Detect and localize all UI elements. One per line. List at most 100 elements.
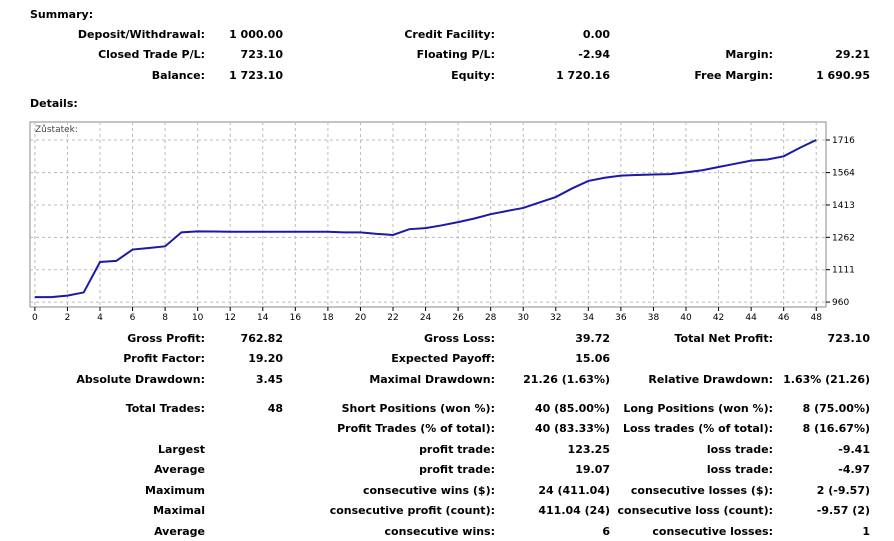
balance-line	[34, 139, 817, 299]
label: profit trade:	[419, 443, 495, 456]
label: Floating P/L:	[416, 48, 495, 61]
label: Expected Payoff:	[391, 352, 495, 365]
label: consecutive losses ($):	[630, 484, 773, 497]
x-tick-label: 20	[355, 313, 367, 323]
label: Loss trades (% of total):	[622, 422, 773, 435]
value: 8 (16.67%)	[802, 422, 870, 435]
label: Average	[154, 463, 205, 476]
value: 3.45	[255, 373, 283, 386]
value: 48	[267, 402, 283, 415]
value: 2 (-9.57)	[816, 484, 870, 497]
value: 24 (411.04)	[538, 484, 610, 497]
x-tick-label: 46	[778, 313, 790, 323]
x-tick-label: 18	[322, 313, 334, 323]
label: Free Margin:	[694, 69, 773, 82]
label: Credit Facility:	[404, 28, 495, 41]
label: Gross Loss:	[424, 332, 495, 345]
label: Absolute Drawdown:	[76, 373, 205, 386]
x-tick-label: 6	[130, 313, 136, 323]
x-tick-label: 38	[648, 313, 660, 323]
value: 21.26 (1.63%)	[523, 373, 610, 386]
value: 29.21	[835, 48, 870, 61]
value: -9.57 (2)	[816, 504, 870, 517]
label: loss trade:	[706, 443, 773, 456]
x-tick-label: 40	[680, 313, 692, 323]
label: consecutive wins:	[384, 525, 495, 538]
value: 1 723.10	[229, 69, 283, 82]
x-tick-label: 2	[65, 313, 71, 323]
value: 123.25	[567, 443, 610, 456]
y-tick-label: 1716	[832, 136, 855, 146]
x-tick-label: 10	[192, 313, 204, 323]
label: Total Net Profit:	[674, 332, 774, 345]
value: -4.97	[838, 463, 870, 476]
label: Relative Drawdown:	[648, 373, 773, 386]
value: 8 (75.00%)	[802, 402, 870, 415]
x-tick-label: 22	[387, 313, 398, 323]
x-tick-label: 32	[550, 313, 561, 323]
label: Gross Profit:	[127, 332, 205, 345]
label: Maximal	[153, 504, 205, 517]
plot-frame	[29, 121, 827, 308]
chart-label: Zůstatek:	[35, 124, 78, 135]
value: 723.10	[240, 48, 283, 61]
label: Balance:	[151, 69, 205, 82]
value: 15.06	[575, 352, 610, 365]
x-tick-label: 0	[32, 313, 38, 323]
value: 1 000.00	[229, 28, 283, 41]
label: consecutive profit (count):	[329, 504, 495, 517]
label: Profit Trades (% of total):	[337, 422, 495, 435]
x-tick-label: 16	[290, 313, 302, 323]
x-tick-label: 24	[420, 313, 432, 323]
x-tick-label: 28	[485, 313, 497, 323]
label: Average	[154, 525, 205, 538]
value: 1 720.16	[556, 69, 610, 82]
y-tick-label: 1413	[832, 201, 855, 211]
label: consecutive wins ($):	[362, 484, 495, 497]
label: Margin:	[725, 48, 773, 61]
value: 1 690.95	[816, 69, 870, 82]
label: Closed Trade P/L:	[98, 48, 205, 61]
value: 40 (85.00%)	[534, 402, 610, 415]
details-title: Details:	[30, 97, 78, 110]
x-tick-label: 44	[745, 313, 757, 323]
y-tick-label: 1262	[832, 233, 855, 243]
value: 40 (83.33%)	[534, 422, 610, 435]
value: 723.10	[827, 332, 870, 345]
label: consecutive losses:	[652, 525, 773, 538]
x-tick-label: 30	[518, 313, 530, 323]
label: Largest	[158, 443, 205, 456]
label: Deposit/Withdrawal:	[77, 28, 205, 41]
value: -2.94	[578, 48, 610, 61]
value: 19.07	[575, 463, 610, 476]
x-tick-label: 42	[713, 313, 724, 323]
label: Total Trades:	[125, 402, 205, 415]
value: 19.20	[248, 352, 283, 365]
value: 1	[862, 525, 870, 538]
value: 39.72	[575, 332, 610, 345]
label: Profit Factor:	[123, 352, 205, 365]
x-tick-label: 36	[615, 313, 627, 323]
value: -9.41	[838, 443, 870, 456]
x-tick-label: 34	[583, 313, 595, 323]
value: 0.00	[582, 28, 610, 41]
x-tick-label: 8	[162, 313, 168, 323]
label: Long Positions (won %):	[623, 402, 773, 415]
value: 411.04 (24)	[538, 504, 610, 517]
x-tick-label: 14	[257, 313, 269, 323]
label: Maximum	[145, 484, 205, 497]
value: 762.82	[240, 332, 283, 345]
label: Short Positions (won %):	[341, 402, 495, 415]
label: consecutive loss (count):	[617, 504, 773, 517]
label: profit trade:	[419, 463, 495, 476]
label: Equity:	[451, 69, 495, 82]
y-tick-label: 1564	[832, 169, 855, 179]
x-tick-label: 12	[224, 313, 235, 323]
y-tick-label: 960	[832, 298, 849, 308]
x-tick-label: 26	[452, 313, 464, 323]
summary-title: Summary:	[30, 8, 94, 21]
value: 1.63% (21.26)	[783, 373, 870, 386]
value: 6	[602, 525, 610, 538]
label: Maximal Drawdown:	[369, 373, 495, 386]
